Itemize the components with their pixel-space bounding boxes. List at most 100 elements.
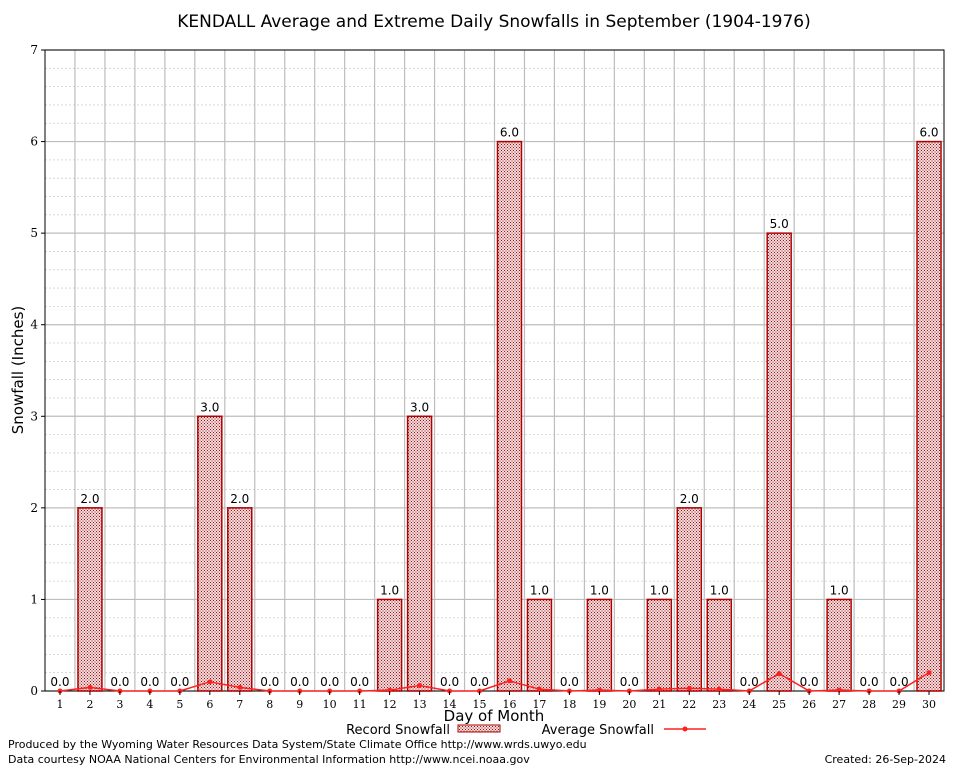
x-tick-label: 3 bbox=[116, 698, 123, 711]
average-point-day-12 bbox=[387, 687, 393, 693]
data-label-day-1: 0.0 bbox=[50, 675, 69, 689]
legend: Record Snowfall Average Snowfall bbox=[346, 723, 706, 738]
y-tick-label: 1 bbox=[30, 592, 38, 606]
record-bar-day-30 bbox=[916, 140, 942, 692]
y-tick-label: 7 bbox=[30, 43, 38, 57]
data-label-day-21: 1.0 bbox=[650, 583, 669, 597]
data-label-day-8: 0.0 bbox=[260, 675, 279, 689]
chart-title: KENDALL Average and Extreme Daily Snowfa… bbox=[177, 12, 811, 32]
x-tick-label: 29 bbox=[892, 698, 906, 711]
data-label-day-23: 1.0 bbox=[710, 583, 729, 597]
data-label-day-29: 0.0 bbox=[890, 675, 909, 689]
data-label-day-22: 2.0 bbox=[680, 492, 699, 506]
data-label-day-2: 2.0 bbox=[80, 492, 99, 506]
x-tick-label: 9 bbox=[296, 698, 303, 711]
data-label-day-30: 6.0 bbox=[919, 126, 938, 140]
data-label-day-28: 0.0 bbox=[860, 675, 879, 689]
record-bars bbox=[77, 140, 942, 692]
record-bar-day-17 bbox=[526, 598, 553, 692]
average-point-day-25 bbox=[776, 671, 782, 677]
data-label-day-18: 0.0 bbox=[560, 675, 579, 689]
legend-record-swatch bbox=[457, 724, 501, 733]
average-point-day-17 bbox=[536, 686, 542, 692]
average-point-day-16 bbox=[506, 678, 512, 684]
data-label-day-7: 2.0 bbox=[230, 492, 249, 506]
x-tick-label: 28 bbox=[862, 698, 876, 711]
y-axis-label: Snowfall (Inches) bbox=[9, 306, 27, 434]
average-point-day-6 bbox=[207, 679, 213, 685]
data-label-day-3: 0.0 bbox=[110, 675, 129, 689]
data-labels: 0.0 2.0 0.0 0.0 0.0 3.0 2.0 0.0 0.0 0.0 0.0 1.0 3.0 0… bbox=[50, 126, 938, 689]
x-tick-label: 26 bbox=[802, 698, 816, 711]
x-tick-label: 30 bbox=[922, 698, 936, 711]
x-tick-label: 11 bbox=[353, 698, 367, 711]
record-bar-day-21 bbox=[646, 598, 673, 692]
record-bar-day-22 bbox=[676, 507, 703, 692]
x-tick-label: 14 bbox=[443, 698, 457, 711]
x-tick-label: 23 bbox=[712, 698, 726, 711]
data-label-day-20: 0.0 bbox=[620, 675, 639, 689]
average-point-day-21 bbox=[656, 686, 662, 692]
footer-producer: Produced by the Wyoming Water Resources … bbox=[8, 738, 587, 751]
x-tick-label: 20 bbox=[622, 698, 636, 711]
x-axis-ticks: 1 2 3 4 5 6 7 8 9 10 11 12 13 14 15 16 17 18 19 20 21 22 23 24 2… bbox=[56, 691, 936, 711]
data-label-day-17: 1.0 bbox=[530, 583, 549, 597]
average-point-day-7 bbox=[237, 684, 243, 690]
record-bar-day-19 bbox=[586, 598, 613, 692]
x-tick-label: 10 bbox=[323, 698, 337, 711]
x-tick-label: 13 bbox=[413, 698, 427, 711]
average-point-day-22 bbox=[686, 685, 692, 691]
average-point-day-23 bbox=[716, 686, 722, 692]
data-label-day-12: 1.0 bbox=[380, 583, 399, 597]
legend-record-label: Record Snowfall bbox=[346, 723, 450, 738]
plot-frame bbox=[44, 49, 945, 692]
legend-average-marker bbox=[682, 726, 688, 732]
data-label-day-9: 0.0 bbox=[290, 675, 309, 689]
x-tick-label: 15 bbox=[473, 698, 487, 711]
data-label-day-19: 1.0 bbox=[590, 583, 609, 597]
y-tick-label: 0 bbox=[30, 684, 38, 698]
record-bar-day-12 bbox=[376, 598, 403, 692]
footer-data-source: Data courtesy NOAA National Centers for … bbox=[8, 753, 530, 766]
record-bar-day-2 bbox=[77, 507, 103, 692]
record-bar-day-27 bbox=[826, 598, 852, 692]
x-tick-label: 27 bbox=[832, 698, 846, 711]
x-tick-label: 5 bbox=[176, 698, 183, 711]
y-tick-label: 2 bbox=[30, 501, 38, 515]
x-tick-label: 25 bbox=[772, 698, 786, 711]
data-label-day-6: 3.0 bbox=[200, 400, 219, 414]
record-bar-day-6 bbox=[197, 415, 223, 692]
average-point-day-2 bbox=[87, 684, 93, 690]
y-axis-ticks: 0 1 2 3 4 5 6 7 bbox=[30, 43, 45, 698]
x-tick-label: 21 bbox=[652, 698, 666, 711]
average-point-day-30 bbox=[926, 670, 932, 676]
average-point-day-27 bbox=[836, 687, 842, 693]
data-label-day-10: 0.0 bbox=[320, 675, 339, 689]
data-label-day-15: 0.0 bbox=[470, 675, 489, 689]
data-label-day-24: 0.0 bbox=[740, 675, 759, 689]
x-tick-label: 4 bbox=[146, 698, 153, 711]
average-point-day-19 bbox=[596, 687, 602, 693]
y-tick-label: 5 bbox=[30, 226, 38, 240]
record-bar-day-16 bbox=[496, 140, 523, 692]
x-tick-label: 2 bbox=[86, 698, 93, 711]
x-tick-label: 8 bbox=[266, 698, 273, 711]
data-label-day-13: 3.0 bbox=[410, 400, 429, 414]
legend-average-label: Average Snowfall bbox=[542, 723, 654, 738]
data-label-day-26: 0.0 bbox=[800, 675, 819, 689]
data-label-day-16: 6.0 bbox=[500, 126, 519, 140]
average-point-day-13 bbox=[417, 683, 423, 689]
record-bar-day-7 bbox=[227, 507, 253, 692]
record-bar-day-23 bbox=[706, 598, 732, 692]
data-label-day-5: 0.0 bbox=[170, 675, 189, 689]
data-label-day-27: 1.0 bbox=[830, 583, 849, 597]
x-tick-label: 16 bbox=[502, 698, 516, 711]
x-tick-label: 1 bbox=[56, 698, 63, 711]
x-tick-label: 22 bbox=[682, 698, 696, 711]
data-label-day-25: 5.0 bbox=[770, 217, 789, 231]
grid bbox=[45, 49, 944, 692]
record-bar-day-13 bbox=[406, 415, 433, 692]
average-series-line bbox=[59, 672, 930, 692]
y-tick-label: 3 bbox=[30, 409, 38, 423]
